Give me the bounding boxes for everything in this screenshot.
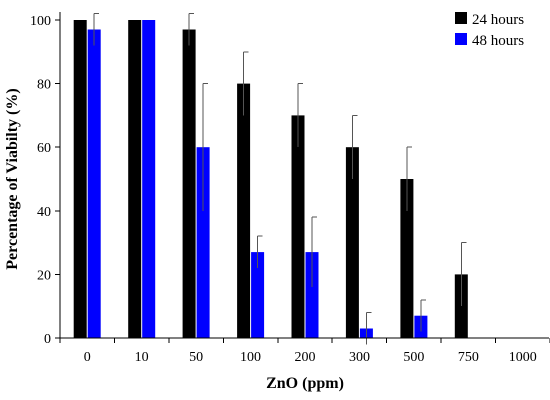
- bar-24-hours-0: [73, 20, 87, 338]
- bar-24-hours-100: [237, 83, 251, 338]
- x-axis-title: ZnO (ppm): [266, 375, 344, 392]
- y-tick-label-0: 0: [44, 332, 51, 347]
- x-tick-label-300: 300: [349, 350, 370, 365]
- x-tick-label-1000: 1000: [509, 350, 537, 365]
- bar-48-hours-0: [87, 29, 101, 338]
- x-tick-label-750: 750: [458, 350, 479, 365]
- legend-label-48-hours: 48 hours: [472, 33, 524, 49]
- x-tick-label-500: 500: [403, 350, 424, 365]
- x-tick-label-10: 10: [135, 350, 149, 365]
- x-tick-label-200: 200: [295, 350, 316, 365]
- x-tick-label-50: 50: [189, 350, 203, 365]
- bar-24-hours-300: [345, 147, 359, 338]
- error-bars-layer: [93, 13, 467, 345]
- legend-swatch-48-hours: [455, 33, 467, 45]
- y-tick-label-40: 40: [37, 205, 51, 220]
- bar-48-hours-200: [305, 252, 319, 338]
- x-tick-label-100: 100: [240, 350, 261, 365]
- bars-layer: [73, 20, 468, 339]
- legend-label-24-hours: 24 hours: [472, 12, 524, 28]
- bar-48-hours-50: [196, 147, 210, 338]
- bar-24-hours-50: [182, 29, 196, 338]
- y-tick-label-100: 100: [30, 14, 51, 29]
- bar-24-hours-200: [291, 115, 305, 339]
- legend: 24 hours 48 hours: [455, 12, 524, 49]
- y-tick-label-80: 80: [37, 78, 51, 93]
- legend-swatch-24-hours: [455, 12, 467, 24]
- bar-24-hours-10: [128, 20, 142, 338]
- axes-layer: [59, 12, 549, 339]
- y-axis-title: Percentage of Viabilty (%): [4, 88, 21, 269]
- y-tick-label-20: 20: [37, 268, 51, 283]
- bar-48-hours-10: [142, 20, 156, 338]
- y-tick-label-60: 60: [37, 141, 51, 156]
- x-tick-label-0: 0: [84, 350, 91, 365]
- bar-24-hours-500: [400, 179, 414, 338]
- bar-48-hours-100: [251, 252, 265, 338]
